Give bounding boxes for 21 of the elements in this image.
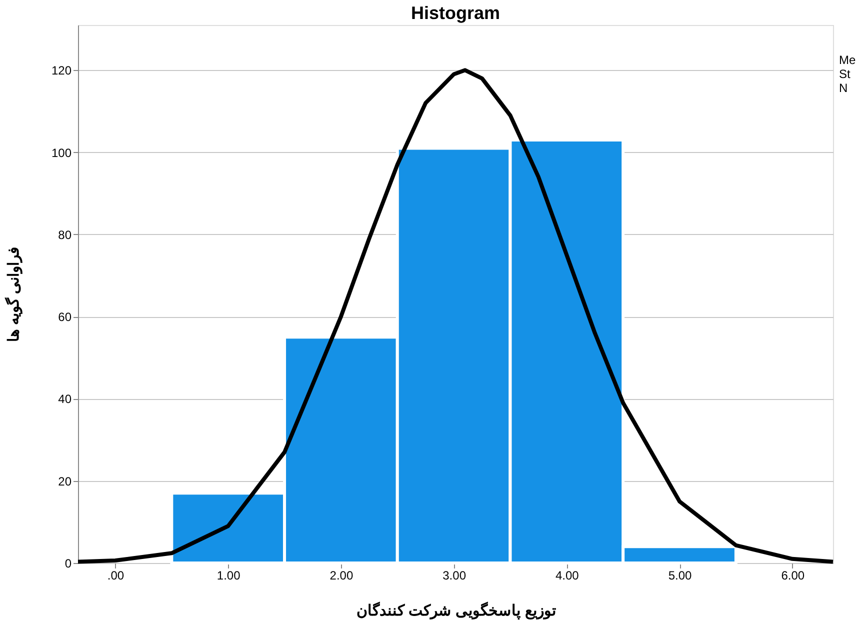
text: N: [839, 81, 848, 95]
y-axis-title: فراوانی گویه ها: [4, 246, 22, 342]
y-tick-label: 80: [58, 228, 72, 242]
y-tick-label: 100: [51, 146, 72, 160]
x-tick-label: 2.00: [330, 568, 354, 582]
x-tick-label: 6.00: [781, 568, 805, 582]
text: Me: [839, 53, 856, 67]
y-tick-label: 20: [58, 474, 72, 488]
line-series: [76, 68, 835, 564]
chart-title: Histogram: [410, 3, 500, 23]
x-tick-label: 4.00: [555, 568, 580, 582]
x-tick-label: 3.00: [442, 568, 466, 582]
text: St: [839, 67, 852, 81]
x-tick-label: 5.00: [668, 568, 692, 582]
x-axis-title: توزیع پاسخگویی شرکت کنندگان: [356, 602, 556, 620]
y-tick-label: 120: [51, 64, 72, 78]
y-tick-label: 60: [58, 310, 72, 324]
x-tick-label: .00: [107, 568, 124, 582]
y-tick-label: 40: [58, 392, 72, 406]
y-tick-label: 0: [64, 556, 72, 570]
x-tick-label: 1.00: [216, 568, 241, 582]
